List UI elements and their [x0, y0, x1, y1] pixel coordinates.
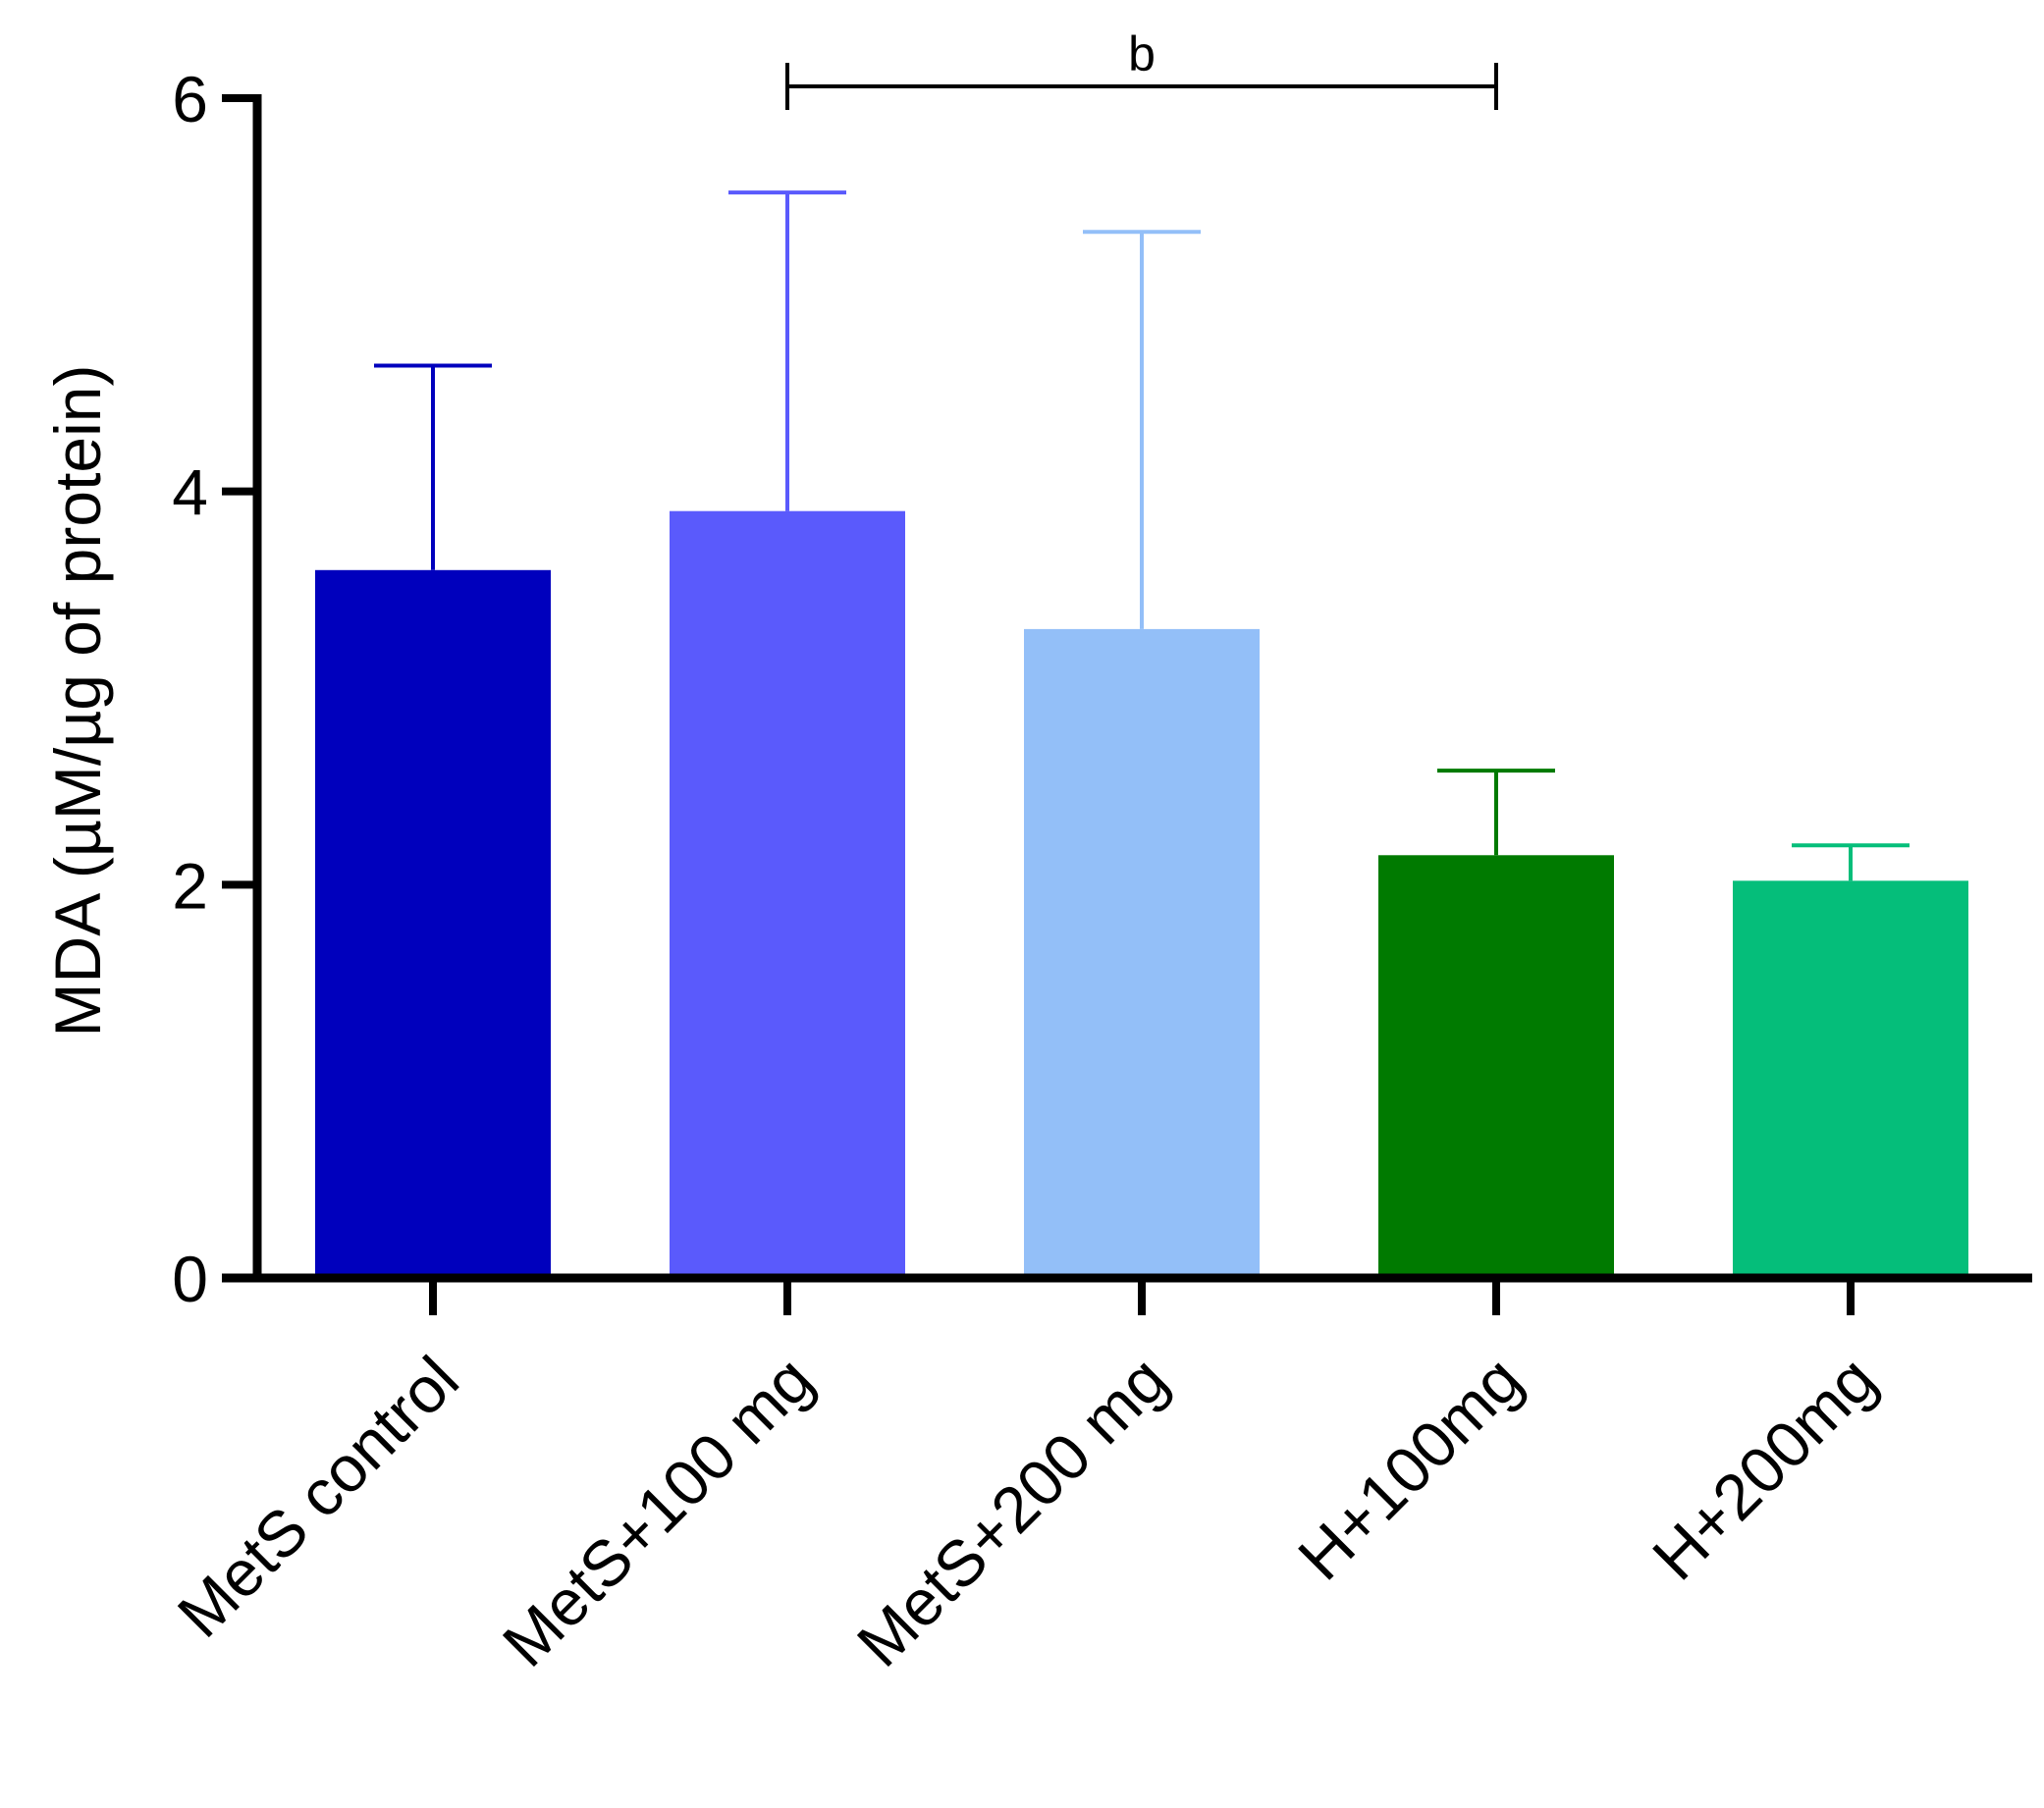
bar-1 [315, 569, 551, 1278]
ticks-group: 0 2 4 6 [172, 63, 1855, 1315]
category-labels-group: MetS control MetS+100 mg MetS+200 mg H+100m… [164, 1343, 1890, 1680]
category-label-2: MetS+100 mg [489, 1343, 827, 1680]
bar-3 [1024, 628, 1260, 1278]
y-tick-label-0: 0 [172, 1243, 208, 1315]
significance-group: b [785, 27, 1498, 110]
significance-label: b [1128, 27, 1156, 81]
category-label-5: H+200mg [1639, 1343, 1890, 1594]
bar-5 [1733, 880, 1968, 1278]
category-label-1: MetS control [164, 1343, 472, 1651]
error-bars-group [374, 190, 1910, 881]
category-label-4: H+100mg [1284, 1343, 1535, 1594]
y-axis-title: MDA (µM/µg of protein) [41, 365, 114, 1037]
axes-group [222, 94, 2032, 1283]
bar-4 [1378, 855, 1614, 1278]
y-tick-label-4: 4 [172, 456, 208, 529]
bars-group [315, 510, 1968, 1278]
bar-2 [670, 510, 905, 1278]
y-tick-label-6: 6 [172, 63, 208, 135]
y-tick-label-2: 2 [172, 849, 208, 922]
category-label-3: MetS+200 mg [843, 1343, 1181, 1680]
